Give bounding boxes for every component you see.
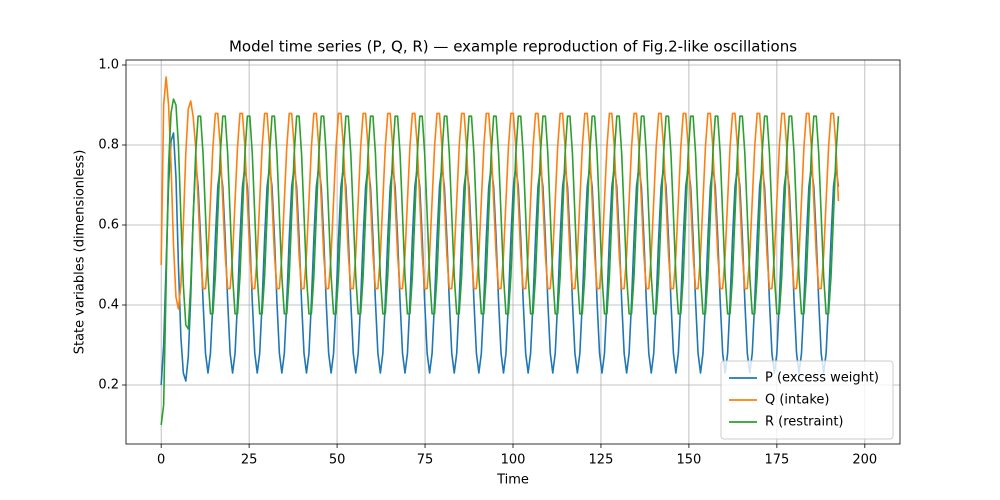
chart-title: Model time series (P, Q, R) — example re… xyxy=(229,38,797,56)
y-tick-label: 1.0 xyxy=(98,58,119,73)
x-tick-label: 200 xyxy=(852,453,877,468)
x-tick-label: 100 xyxy=(501,453,526,468)
x-tick-label: 25 xyxy=(241,453,258,468)
series-line xyxy=(160,98,840,426)
legend-box xyxy=(720,360,894,440)
axes-layer: 0 25 50 75 100 125 150 175 200 0.2 0.4 0.6 0.8 1.0 xyxy=(98,58,877,468)
y-tick-label: 0.2 xyxy=(98,378,119,393)
x-tick-label: 75 xyxy=(417,453,434,468)
y-tick-label: 0.6 xyxy=(98,218,119,233)
x-axis-label: Time xyxy=(496,473,529,488)
x-tick-label: 150 xyxy=(676,453,701,468)
legend: P (excess weight) Q (intake) R (restraint) xyxy=(720,360,894,440)
y-tick-label: 0.4 xyxy=(98,298,119,313)
x-tick-label: 50 xyxy=(329,453,346,468)
legend-label: P (excess weight) xyxy=(765,371,879,386)
y-axis-label: State variables (dimensionless) xyxy=(73,150,88,355)
legend-label: Q (intake) xyxy=(765,393,830,408)
x-tick-label: 0 xyxy=(157,453,165,468)
y-tick-label: 0.8 xyxy=(98,138,119,153)
x-tick-label: 125 xyxy=(589,453,614,468)
series-line xyxy=(160,76,840,310)
x-tick-label: 175 xyxy=(764,453,789,468)
legend-label: R (restraint) xyxy=(765,415,844,430)
